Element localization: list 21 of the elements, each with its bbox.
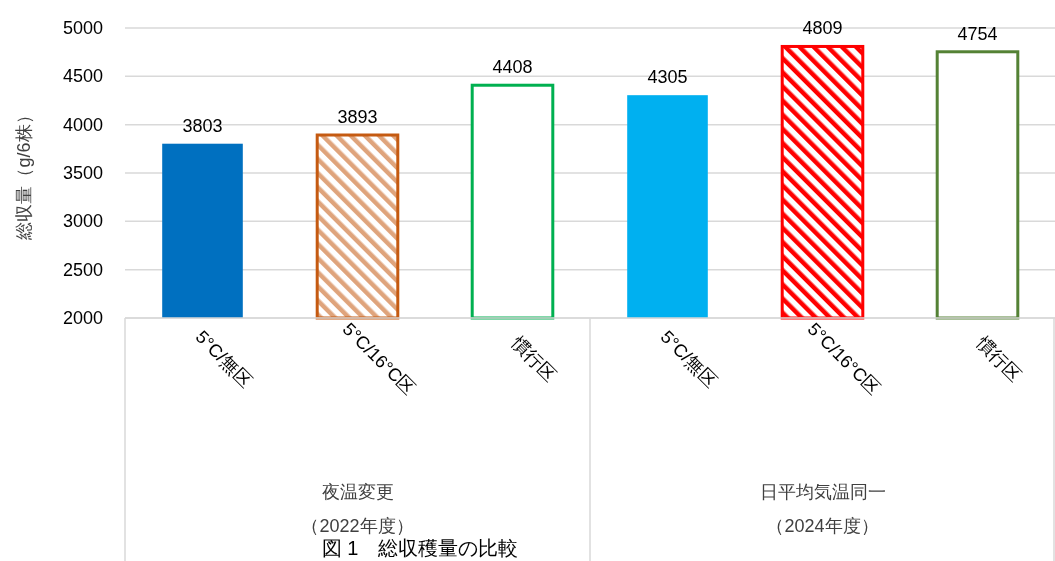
data-label: 4408 [492,57,533,78]
y-tick-label: 4500 [62,66,103,87]
y-tick-label: 3000 [62,211,103,232]
y-tick-label: 2500 [62,259,103,280]
y-tick-label: 3500 [62,163,103,183]
y-tick-label: 4000 [62,114,103,135]
text: （2022年度） [301,516,414,536]
x-tick-label: 慣行区 [506,332,560,386]
caption: 図 1 総収穫量の比較 [321,537,519,559]
data-label: 3803 [182,115,223,136]
text: 日平均気温同一 [759,482,886,502]
text: （2024年度） [766,516,879,536]
y-axis-title: 総収量（g/6株） [14,106,34,241]
data-label: 4754 [957,23,998,44]
data-label: 4305 [647,67,688,88]
y-tick-label: 2000 [62,308,103,328]
data-label: 3893 [337,107,378,128]
x-tick-label: 慣行区 [971,332,1025,386]
data-label: 4809 [802,18,843,39]
text: 夜温変更 [321,482,394,502]
y-tick-label: 5000 [62,18,103,38]
